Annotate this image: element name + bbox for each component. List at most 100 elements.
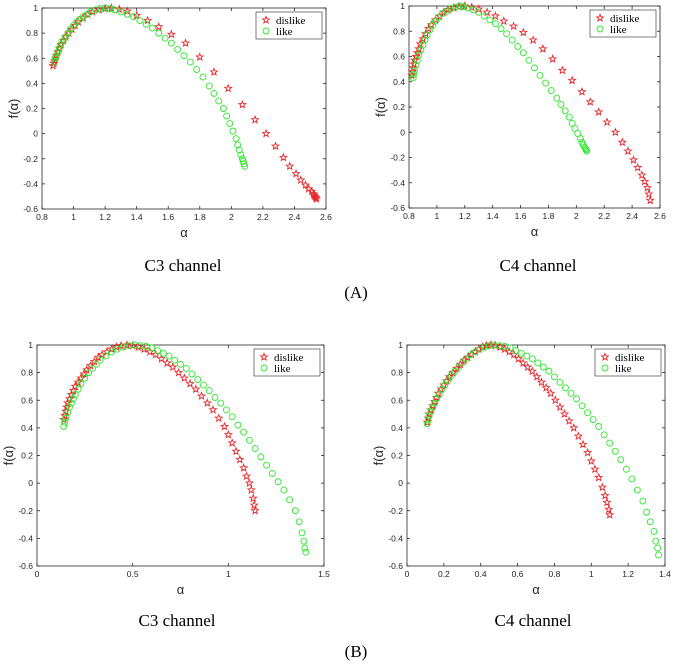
y-tick-label: 0.6: [393, 52, 405, 62]
data-point-dislike: [83, 9, 93, 19]
y-tick-label: 0.4: [391, 423, 403, 433]
y-tick-label: -0.6: [390, 203, 405, 213]
data-point-like: [302, 548, 310, 556]
data-point-dislike: [87, 6, 98, 16]
data-point-like: [205, 82, 213, 90]
data-point-like: [562, 384, 569, 392]
data-point-like: [583, 147, 591, 155]
data-point-dislike: [285, 161, 295, 171]
data-point-like: [51, 58, 59, 66]
data-point-like: [159, 349, 167, 357]
data-point-like: [280, 486, 288, 494]
data-point-dislike: [424, 409, 434, 419]
data-point-like: [274, 478, 282, 486]
data-point-like: [226, 120, 234, 128]
y-tick-label: 0: [398, 478, 403, 488]
legend-marker-like: [260, 364, 268, 372]
data-point-dislike: [640, 176, 650, 186]
data-point-dislike: [248, 493, 258, 503]
data-point-dislike: [610, 127, 621, 137]
data-point-like: [96, 356, 104, 364]
x-tick-label: 1.4: [659, 569, 671, 579]
data-point-like: [578, 402, 586, 410]
data-point-like: [165, 352, 173, 360]
caption-b-c3: C3 channel: [139, 611, 216, 630]
data-point-like: [234, 421, 242, 429]
data-point-like: [92, 6, 100, 14]
data-point-like: [528, 355, 536, 363]
data-point-like: [148, 344, 156, 352]
x-axis-label: α: [180, 225, 188, 240]
data-point-like: [455, 363, 463, 371]
data-point-like: [584, 409, 592, 417]
data-point-dislike: [604, 504, 614, 514]
x-tick-label: 0: [405, 569, 410, 579]
data-point-dislike: [235, 454, 245, 464]
y-tick-label: 0.6: [391, 395, 403, 405]
data-point-like: [123, 10, 131, 18]
data-point-dislike: [555, 402, 565, 412]
plot-frame: [36, 344, 325, 567]
legend-label-dislike: dislike: [615, 352, 644, 364]
data-point-like: [161, 34, 169, 42]
data-point-like: [222, 406, 230, 414]
data-point-like: [573, 395, 580, 403]
y-tick-label: -0.4: [18, 533, 33, 543]
data-point-like: [539, 363, 547, 371]
data-point-dislike: [244, 478, 255, 488]
data-point-dislike: [605, 509, 615, 519]
legend-label-dislike: dislike: [610, 13, 639, 25]
data-point-dislike: [231, 446, 241, 456]
data-point-dislike: [162, 358, 172, 367]
data-point-dislike: [617, 137, 627, 147]
y-tick-label: 0.8: [26, 28, 38, 38]
data-point-dislike: [602, 497, 612, 507]
data-point-like: [237, 151, 245, 159]
data-point-like: [81, 374, 89, 382]
data-point-dislike: [223, 429, 233, 439]
data-point-like: [193, 66, 201, 74]
data-point-dislike: [600, 490, 610, 500]
data-point-dislike: [296, 175, 306, 185]
x-tick-label: 1.4: [487, 211, 499, 221]
data-point-dislike: [474, 4, 484, 14]
data-point-dislike: [249, 500, 259, 510]
data-point-like: [77, 380, 85, 388]
y-tick-label: 0.2: [391, 451, 403, 461]
data-point-dislike: [426, 405, 436, 414]
x-tick-label: 1.4: [131, 212, 143, 222]
data-point-dislike: [191, 384, 201, 394]
legend-label-like: like: [610, 24, 627, 36]
data-point-like: [633, 486, 641, 494]
data-point-like: [180, 52, 188, 60]
data-point-dislike: [557, 65, 568, 75]
data-point-like: [87, 8, 95, 16]
data-point-dislike: [76, 373, 86, 383]
data-point-like: [497, 25, 505, 33]
data-point-like: [167, 39, 175, 47]
data-point-like: [462, 355, 470, 363]
data-point-dislike: [311, 194, 322, 203]
data-point-like: [301, 544, 309, 552]
legend-marker-dislike: [595, 13, 605, 22]
legend-box: [253, 348, 321, 377]
data-point-like: [475, 8, 483, 16]
series-like: [60, 341, 310, 556]
data-point-like: [423, 420, 431, 428]
data-point-like: [600, 431, 608, 439]
data-point-like: [480, 12, 488, 20]
data-point-like: [298, 529, 306, 537]
panel-label-b: (B): [345, 642, 368, 661]
data-point-dislike: [518, 27, 528, 37]
data-point-dislike: [209, 67, 219, 77]
data-point-like: [52, 52, 60, 60]
data-point-dislike: [586, 456, 596, 465]
data-point-dislike: [143, 15, 153, 25]
data-point-like: [571, 125, 579, 132]
data-point-dislike: [173, 367, 184, 377]
data-point-like: [545, 367, 553, 375]
x-tick-label: 1: [226, 569, 231, 579]
data-point-dislike: [180, 38, 191, 48]
legend-marker-dislike: [259, 352, 269, 361]
